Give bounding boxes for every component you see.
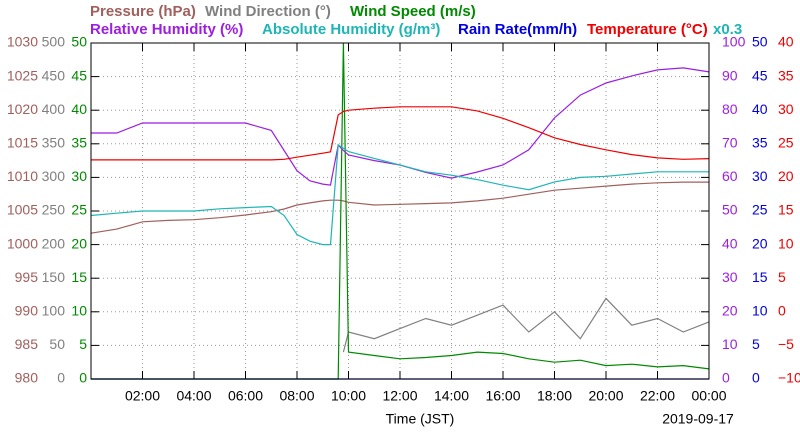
y-tick-label: 50 xyxy=(752,34,768,50)
y-tick-label: −10 xyxy=(778,370,800,386)
y-tick-label: 50 xyxy=(722,202,738,218)
y-tick-label: 30 xyxy=(71,168,87,184)
y-tick-label: 100 xyxy=(42,303,66,319)
y-tick-label: 100 xyxy=(722,34,746,50)
y-tick-label: 30 xyxy=(722,269,738,285)
y-tick-label: 10 xyxy=(71,303,87,319)
series-line xyxy=(342,297,710,353)
scale-note: x0.3 xyxy=(713,21,742,38)
legend-label: Temperature (°C) xyxy=(587,21,708,38)
y-tick-label: 20 xyxy=(71,235,87,251)
y-tick-label: 80 xyxy=(722,101,738,117)
y-tick-label: 35 xyxy=(752,135,768,151)
y-tick-label: 200 xyxy=(42,235,66,251)
x-tick-label: 18:00 xyxy=(537,388,572,404)
y-tick-label: 50 xyxy=(71,34,87,50)
legend-label: Rain Rate(mm/h) xyxy=(458,21,577,38)
y-tick-label: 5 xyxy=(778,269,786,285)
y-tick-label: 0 xyxy=(778,303,786,319)
y-tick-label: 400 xyxy=(42,101,66,117)
y-tick-label: 45 xyxy=(752,67,768,83)
series-line xyxy=(91,67,710,186)
y-tick-label: 40 xyxy=(752,101,768,117)
y-tick-label: 20 xyxy=(722,303,738,319)
x-tick-label: 00:00 xyxy=(691,388,726,404)
x-tick-label: 22:00 xyxy=(640,388,675,404)
y-tick-label: 25 xyxy=(778,135,794,151)
y-tick-label: 15 xyxy=(71,269,87,285)
legend-label: Pressure (hPa) xyxy=(90,3,196,20)
series-line xyxy=(91,106,710,161)
y-tick-label: 40 xyxy=(722,235,738,251)
y-tick-label: 350 xyxy=(42,135,66,151)
y-tick-label: 10 xyxy=(778,235,794,251)
y-tick-label: 0 xyxy=(722,370,730,386)
y-tick-label: 990 xyxy=(15,303,39,319)
y-tick-label: 0 xyxy=(752,370,760,386)
y-tick-label: 90 xyxy=(722,67,738,83)
x-tick-label: 04:00 xyxy=(176,388,211,404)
y-tick-label: 1000 xyxy=(7,235,38,251)
y-tick-label: 20 xyxy=(778,168,794,184)
y-tick-label: 1020 xyxy=(7,101,38,117)
y-tick-label: 15 xyxy=(752,269,768,285)
x-axis-title: Time (JST) xyxy=(386,411,455,427)
y-tick-label: 35 xyxy=(71,135,87,151)
y-tick-label: 60 xyxy=(722,168,738,184)
y-tick-label: 300 xyxy=(42,168,66,184)
y-tick-label: 5 xyxy=(752,336,760,352)
x-tick-label: 14:00 xyxy=(434,388,469,404)
y-tick-label: 1010 xyxy=(7,168,38,184)
x-tick-label: 20:00 xyxy=(588,388,623,404)
y-tick-label: 15 xyxy=(778,202,794,218)
y-tick-label: 70 xyxy=(722,135,738,151)
y-tick-label: 980 xyxy=(15,370,39,386)
y-tick-label: 20 xyxy=(752,235,768,251)
y-tick-label: 5 xyxy=(79,336,87,352)
x-tick-label: 12:00 xyxy=(382,388,417,404)
plot-frame xyxy=(90,42,710,380)
y-tick-label: 150 xyxy=(42,269,66,285)
legend-label: Wind Direction (°) xyxy=(205,3,331,20)
y-tick-label: 1030 xyxy=(7,34,38,50)
y-tick-label: 985 xyxy=(15,336,39,352)
y-tick-label: 1015 xyxy=(7,135,38,151)
y-tick-label: 10 xyxy=(722,336,738,352)
y-tick-label: 995 xyxy=(15,269,39,285)
y-tick-label: 1005 xyxy=(7,202,38,218)
x-tick-label: 08:00 xyxy=(279,388,314,404)
y-tick-label: 45 xyxy=(71,67,87,83)
y-tick-label: 40 xyxy=(71,101,87,117)
x-tick-label: 02:00 xyxy=(125,388,160,404)
x-tick-label: 10:00 xyxy=(331,388,366,404)
series-line xyxy=(90,143,709,246)
y-tick-label: 25 xyxy=(71,202,87,218)
y-tick-label: 0 xyxy=(57,370,65,386)
legend-label: Absolute Humidity (g/m³) xyxy=(262,21,440,38)
y-tick-label: 0 xyxy=(79,370,87,386)
y-tick-label: 30 xyxy=(752,168,768,184)
y-tick-label: −5 xyxy=(778,336,794,352)
x-tick-label: 06:00 xyxy=(228,388,263,404)
y-tick-label: 500 xyxy=(42,34,66,50)
y-tick-label: 250 xyxy=(42,202,66,218)
y-tick-label: 450 xyxy=(42,67,66,83)
y-tick-label: 35 xyxy=(778,67,794,83)
x-tick-label: 16:00 xyxy=(485,388,520,404)
y-tick-label: 40 xyxy=(778,34,794,50)
legend-label: Relative Humidity (%) xyxy=(90,21,243,38)
y-tick-label: 50 xyxy=(49,336,65,352)
date-label: 2019-09-17 xyxy=(662,411,734,427)
y-tick-label: 25 xyxy=(752,202,768,218)
y-tick-label: 1025 xyxy=(7,67,38,83)
y-tick-label: 30 xyxy=(778,101,794,117)
legend-label: Wind Speed (m/s) xyxy=(350,3,476,20)
y-tick-label: 10 xyxy=(752,303,768,319)
